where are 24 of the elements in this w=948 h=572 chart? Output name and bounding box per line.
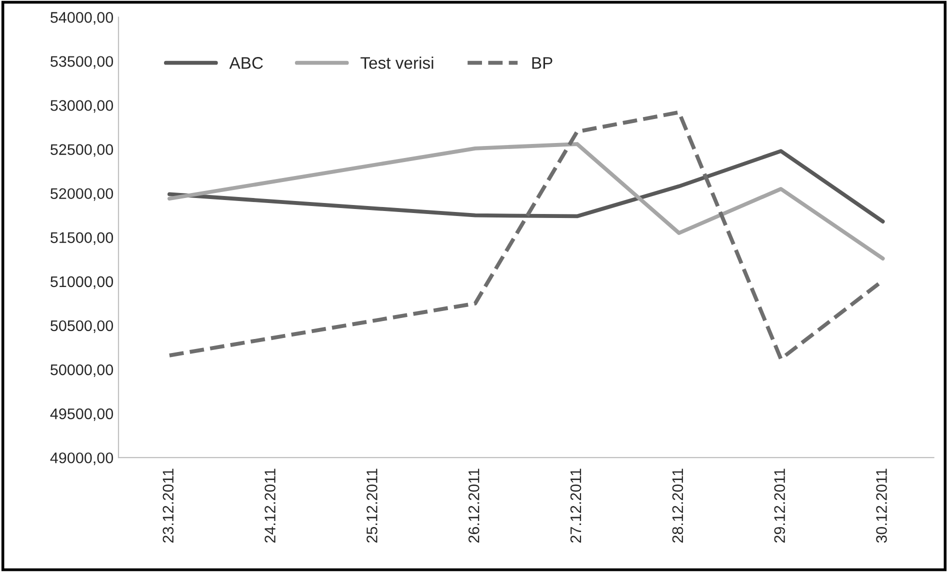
y-tick-label: 52000,00	[50, 188, 114, 201]
legend-label: ABC	[229, 57, 263, 69]
y-tick-label: 50500,00	[50, 320, 114, 333]
y-tick-label: 49000,00	[50, 452, 114, 466]
x-tick-label: 25.12.2011	[366, 468, 378, 543]
y-tick-label: 53000,00	[50, 100, 114, 113]
y-tick-label: 51500,00	[50, 232, 114, 245]
x-tick-label: 30.12.2011	[876, 468, 887, 543]
y-tick-label: 52500,00	[50, 144, 114, 157]
line-series	[168, 142, 885, 260]
y-tick-label: 51000,00	[50, 276, 114, 289]
y-tick-label: 50000,00	[50, 364, 114, 378]
x-tick-label: 26.12.2011	[468, 468, 480, 543]
legend-label: Test verisi	[360, 56, 434, 69]
x-tick-label: 27.12.2011	[570, 468, 582, 543]
legend-label: BP	[532, 57, 552, 69]
y-tick-label: 53500,00	[50, 56, 114, 69]
x-tick-label: 24.12.2011	[264, 468, 276, 543]
y-tick-label: 54000,00	[50, 12, 114, 25]
x-tick-label: 29.12.2011	[774, 468, 786, 543]
y-tick-label: 49500,00	[50, 408, 114, 422]
line-series	[168, 149, 885, 224]
x-tick-label: 23.12.2011	[162, 468, 174, 543]
x-tick-label: 28.12.2011	[672, 468, 684, 543]
